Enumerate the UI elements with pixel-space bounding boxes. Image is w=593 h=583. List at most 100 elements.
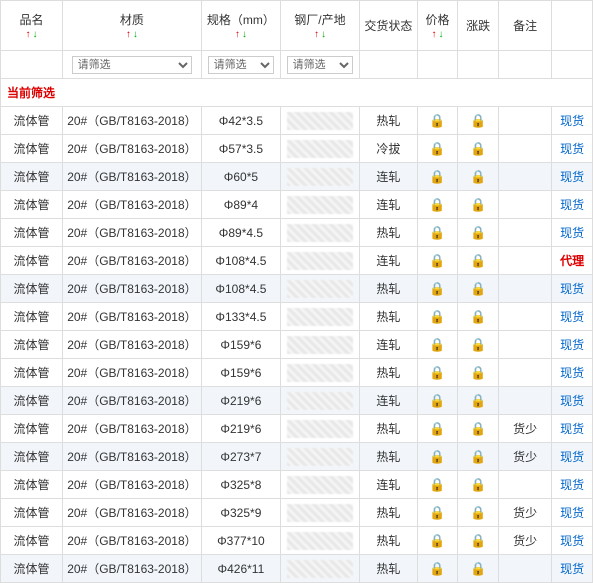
- lock-icon[interactable]: 🔒: [470, 225, 486, 240]
- cell-change[interactable]: 🔒: [458, 443, 499, 471]
- lock-icon[interactable]: 🔒: [470, 309, 486, 324]
- cell-change[interactable]: 🔒: [458, 527, 499, 555]
- lock-icon[interactable]: 🔒: [470, 141, 486, 156]
- sort-arrows[interactable]: ↑↓: [65, 30, 199, 40]
- remark-link[interactable]: 现货: [560, 198, 584, 212]
- lock-icon[interactable]: 🔒: [470, 449, 486, 464]
- cell-remark[interactable]: 现货: [552, 275, 593, 303]
- cell-price[interactable]: 🔒: [417, 443, 458, 471]
- filter-spec[interactable]: 请筛选: [208, 56, 275, 74]
- cell-price[interactable]: 🔒: [417, 107, 458, 135]
- cell-change[interactable]: 🔒: [458, 135, 499, 163]
- remark-link[interactable]: 现货: [560, 338, 584, 352]
- header-material[interactable]: 材质 ↑↓: [62, 1, 201, 51]
- remark-link[interactable]: 现货: [560, 534, 584, 548]
- lock-icon[interactable]: 🔒: [470, 113, 486, 128]
- cell-price[interactable]: 🔒: [417, 135, 458, 163]
- cell-change[interactable]: 🔒: [458, 555, 499, 583]
- cell-remark[interactable]: 现货: [552, 499, 593, 527]
- cell-change[interactable]: 🔒: [458, 303, 499, 331]
- lock-icon[interactable]: 🔒: [429, 309, 445, 324]
- remark-link[interactable]: 现货: [560, 394, 584, 408]
- cell-remark[interactable]: 现货: [552, 555, 593, 583]
- lock-icon[interactable]: 🔒: [470, 197, 486, 212]
- cell-price[interactable]: 🔒: [417, 499, 458, 527]
- lock-icon[interactable]: 🔒: [429, 141, 445, 156]
- cell-change[interactable]: 🔒: [458, 499, 499, 527]
- lock-icon[interactable]: 🔒: [429, 561, 445, 576]
- lock-icon[interactable]: 🔒: [470, 169, 486, 184]
- sort-arrows[interactable]: ↑↓: [420, 30, 456, 40]
- lock-icon[interactable]: 🔒: [470, 281, 486, 296]
- lock-icon[interactable]: 🔒: [429, 505, 445, 520]
- cell-remark[interactable]: 现货: [552, 387, 593, 415]
- cell-remark[interactable]: 现货: [552, 191, 593, 219]
- cell-change[interactable]: 🔒: [458, 471, 499, 499]
- lock-icon[interactable]: 🔒: [470, 561, 486, 576]
- cell-remark[interactable]: 现货: [552, 107, 593, 135]
- cell-change[interactable]: 🔒: [458, 191, 499, 219]
- remark-link[interactable]: 现货: [560, 506, 584, 520]
- remark-link[interactable]: 现货: [560, 282, 584, 296]
- remark-link[interactable]: 现货: [560, 170, 584, 184]
- remark-link[interactable]: 现货: [560, 142, 584, 156]
- remark-link[interactable]: 现货: [560, 310, 584, 324]
- cell-price[interactable]: 🔒: [417, 359, 458, 387]
- cell-price[interactable]: 🔒: [417, 387, 458, 415]
- lock-icon[interactable]: 🔒: [470, 533, 486, 548]
- remark-link[interactable]: 现货: [560, 114, 584, 128]
- cell-price[interactable]: 🔒: [417, 163, 458, 191]
- cell-price[interactable]: 🔒: [417, 415, 458, 443]
- lock-icon[interactable]: 🔒: [470, 337, 486, 352]
- cell-remark[interactable]: 现货: [552, 163, 593, 191]
- cell-price[interactable]: 🔒: [417, 527, 458, 555]
- lock-icon[interactable]: 🔒: [470, 477, 486, 492]
- cell-remark[interactable]: 现货: [552, 527, 593, 555]
- lock-icon[interactable]: 🔒: [429, 477, 445, 492]
- header-origin[interactable]: 钢厂/产地 ↑↓: [280, 1, 359, 51]
- cell-price[interactable]: 🔒: [417, 191, 458, 219]
- lock-icon[interactable]: 🔒: [470, 393, 486, 408]
- filter-origin[interactable]: 请筛选: [287, 56, 354, 74]
- cell-remark[interactable]: 代理: [552, 247, 593, 275]
- lock-icon[interactable]: 🔒: [429, 365, 445, 380]
- cell-change[interactable]: 🔒: [458, 247, 499, 275]
- cell-price[interactable]: 🔒: [417, 555, 458, 583]
- cell-remark[interactable]: 现货: [552, 443, 593, 471]
- sort-arrows[interactable]: ↑↓: [283, 30, 357, 40]
- remark-link[interactable]: 现货: [560, 478, 584, 492]
- lock-icon[interactable]: 🔒: [429, 421, 445, 436]
- cell-change[interactable]: 🔒: [458, 359, 499, 387]
- lock-icon[interactable]: 🔒: [470, 421, 486, 436]
- remark-link[interactable]: 现货: [560, 562, 584, 576]
- cell-change[interactable]: 🔒: [458, 331, 499, 359]
- lock-icon[interactable]: 🔒: [470, 253, 486, 268]
- cell-price[interactable]: 🔒: [417, 247, 458, 275]
- filter-material[interactable]: 请筛选: [72, 56, 193, 74]
- lock-icon[interactable]: 🔒: [429, 225, 445, 240]
- cell-change[interactable]: 🔒: [458, 219, 499, 247]
- lock-icon[interactable]: 🔒: [470, 505, 486, 520]
- lock-icon[interactable]: 🔒: [429, 197, 445, 212]
- lock-icon[interactable]: 🔒: [429, 253, 445, 268]
- sort-arrows[interactable]: ↑↓: [204, 30, 278, 40]
- cell-remark[interactable]: 现货: [552, 415, 593, 443]
- lock-icon[interactable]: 🔒: [429, 169, 445, 184]
- lock-icon[interactable]: 🔒: [470, 365, 486, 380]
- cell-remark[interactable]: 现货: [552, 303, 593, 331]
- cell-remark[interactable]: 现货: [552, 219, 593, 247]
- cell-remark[interactable]: 现货: [552, 331, 593, 359]
- cell-price[interactable]: 🔒: [417, 303, 458, 331]
- lock-icon[interactable]: 🔒: [429, 533, 445, 548]
- cell-price[interactable]: 🔒: [417, 471, 458, 499]
- cell-change[interactable]: 🔒: [458, 107, 499, 135]
- lock-icon[interactable]: 🔒: [429, 113, 445, 128]
- cell-remark[interactable]: 现货: [552, 135, 593, 163]
- header-name[interactable]: 品名 ↑↓: [1, 1, 63, 51]
- cell-change[interactable]: 🔒: [458, 163, 499, 191]
- cell-price[interactable]: 🔒: [417, 219, 458, 247]
- lock-icon[interactable]: 🔒: [429, 337, 445, 352]
- cell-price[interactable]: 🔒: [417, 331, 458, 359]
- cell-remark[interactable]: 现货: [552, 359, 593, 387]
- lock-icon[interactable]: 🔒: [429, 449, 445, 464]
